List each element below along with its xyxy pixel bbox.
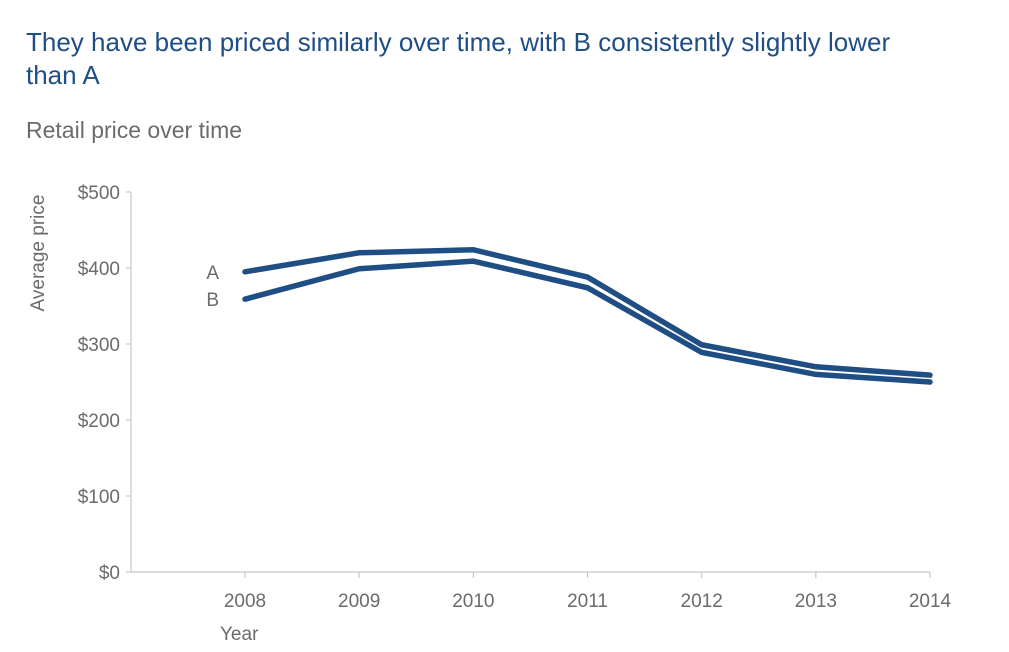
x-tick-label: 2013 <box>795 591 837 612</box>
chart-title: They have been priced similarly over tim… <box>26 27 891 90</box>
y-tick-label: $400 <box>78 259 120 280</box>
x-tick-label: 2009 <box>338 591 380 612</box>
y-tick-label: $200 <box>78 411 120 432</box>
x-axis-title: Year <box>220 624 259 645</box>
y-tick-label: $300 <box>78 335 120 356</box>
x-tick-label: 2011 <box>567 591 608 612</box>
y-axis-title: Average price <box>28 195 49 312</box>
x-tick-label: 2008 <box>224 591 266 612</box>
x-tick-label: 2014 <box>909 591 952 612</box>
series-line-a <box>242 247 933 378</box>
chart-subtitle: Retail price over time <box>26 117 243 143</box>
y-tick-label: $500 <box>78 183 120 204</box>
series-label-a: A <box>206 263 219 284</box>
x-tick-label: 2012 <box>681 591 723 612</box>
axes: $0 $100 $200 $300 $400 $500 2008 2009 2010 2011 20… <box>78 183 952 612</box>
y-tick-label: $0 <box>99 563 120 584</box>
x-tick-label: 2010 <box>452 591 494 612</box>
y-tick-label: $100 <box>78 487 120 508</box>
series-label-b: B <box>206 290 219 311</box>
series-group: AB <box>206 247 933 385</box>
